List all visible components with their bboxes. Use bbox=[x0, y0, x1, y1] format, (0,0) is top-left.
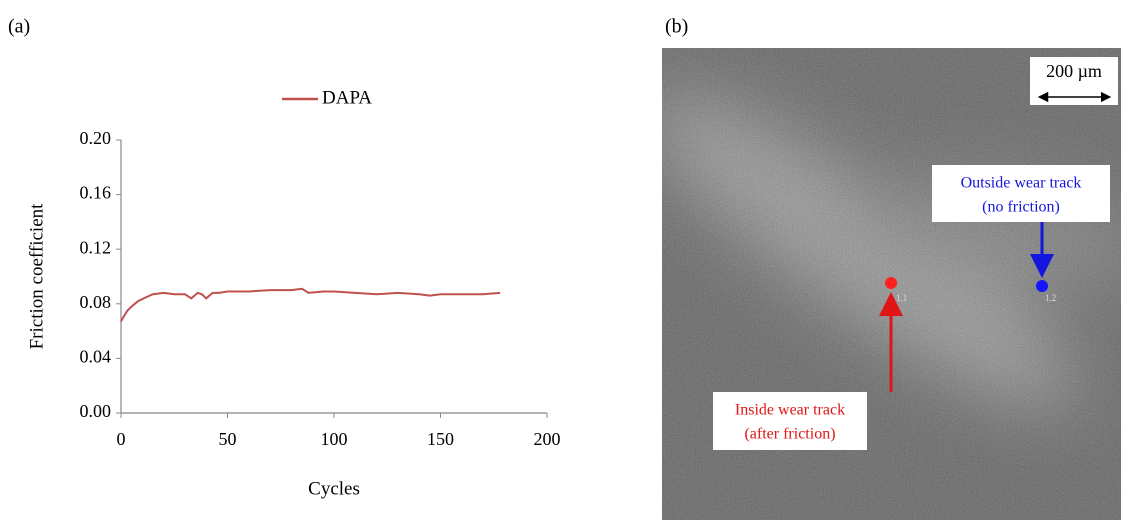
y-axis-label: Friction coefficient bbox=[26, 203, 47, 350]
annotation: (after friction) bbox=[744, 426, 835, 443]
annotation: Outside wear track bbox=[961, 175, 1082, 192]
x-tick-label: 100 bbox=[321, 429, 348, 449]
panel-label: (a) bbox=[8, 16, 30, 38]
y-tick-label: 0.04 bbox=[80, 347, 112, 367]
x-axis-label: Cycles bbox=[308, 478, 360, 499]
point-label: 1.1 bbox=[896, 293, 907, 303]
y-tick-label: 0.16 bbox=[80, 183, 112, 203]
data-line bbox=[120, 287, 501, 323]
y-tick-label: 0.20 bbox=[80, 128, 112, 148]
panel-label: (b) bbox=[665, 16, 688, 38]
y-tick-label: 0.08 bbox=[80, 292, 112, 312]
annotation: Inside wear track bbox=[735, 402, 845, 419]
point-marker bbox=[885, 277, 897, 289]
legend-label: DAPA bbox=[322, 87, 372, 108]
y-tick-label: 0.00 bbox=[80, 401, 112, 421]
micrograph: 200 µm 1.1 1.2 Inside wear track (after … bbox=[662, 48, 1121, 520]
annotation: (no friction) bbox=[982, 199, 1060, 216]
x-tick-label: 0 bbox=[117, 429, 126, 449]
x-tick-label: 200 bbox=[534, 429, 561, 449]
x-tick-label: 150 bbox=[427, 429, 454, 449]
point-label: 1.2 bbox=[1045, 293, 1056, 303]
x-tick-label: 50 bbox=[219, 429, 237, 449]
scale-bar-label: 200 µm bbox=[1046, 61, 1102, 81]
y-tick-label: 0.12 bbox=[80, 237, 112, 257]
point-marker bbox=[1036, 280, 1048, 292]
